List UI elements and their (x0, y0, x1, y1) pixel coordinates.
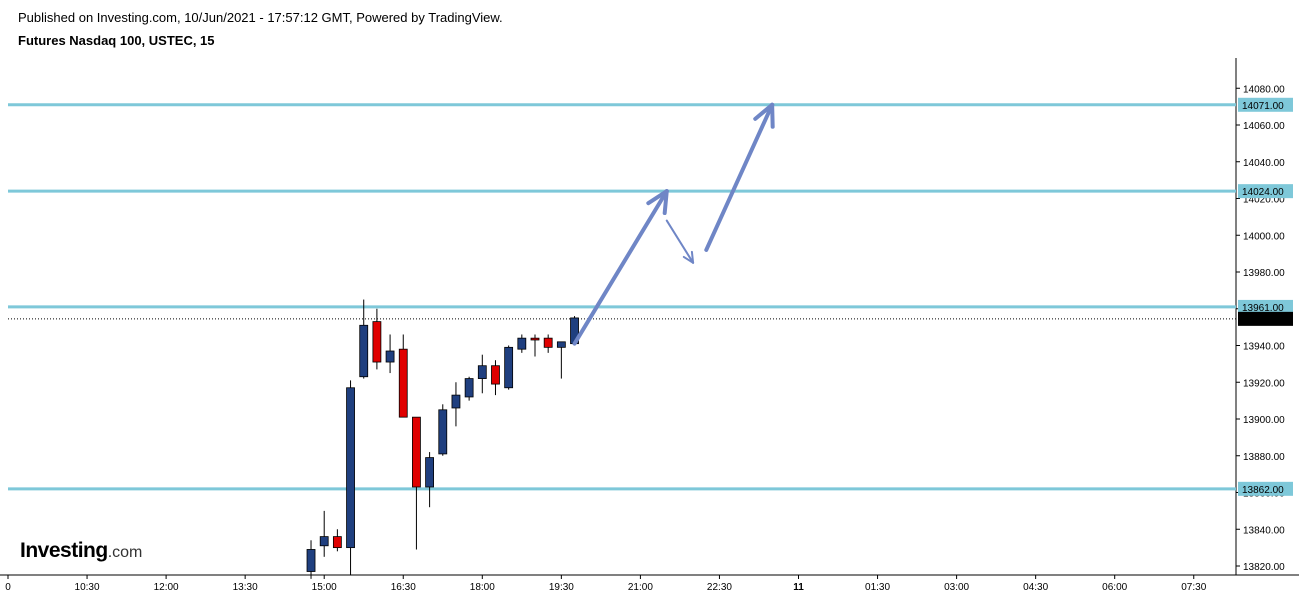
level-label: 13961.00 (1242, 303, 1284, 314)
x-tick-label: 15:00 (312, 582, 337, 593)
x-tick-label: 18:00 (470, 582, 495, 593)
candle-up (517, 337, 527, 350)
logo-word: Investing (20, 539, 108, 562)
x-tick-label: 0 (5, 582, 11, 593)
level-label-box (1238, 481, 1293, 496)
x-tick-label: 21:00 (628, 582, 653, 593)
y-tick-label: 14000.00 (1243, 231, 1285, 242)
x-tick-label: 19:30 (549, 582, 574, 593)
candle-up (451, 394, 461, 409)
candle-up (425, 457, 435, 488)
symbol-title: Futures Nasdaq 100, USTEC, 15 (18, 33, 215, 48)
level-label: 13862.00 (1242, 485, 1284, 496)
candle-down (491, 365, 500, 385)
y-tick-label: 13980.00 (1243, 268, 1285, 279)
candle-down (332, 536, 342, 549)
projection-arrowhead (646, 189, 669, 206)
candle-up (385, 350, 395, 363)
y-tick-label: 13840.00 (1243, 525, 1285, 536)
candle-up (477, 365, 487, 379)
candle-down (412, 416, 421, 488)
x-tick-label: 07:30 (1181, 582, 1206, 593)
y-tick-label: 13920.00 (1243, 378, 1285, 389)
level-label: 14024.00 (1242, 187, 1284, 198)
logo-suffix: .com (107, 544, 143, 561)
candle-down (398, 348, 408, 418)
y-tick-label: 13820.00 (1243, 562, 1285, 573)
candle-up (556, 341, 566, 348)
level-label: 14071.00 (1242, 101, 1284, 112)
candle-up (464, 378, 474, 398)
x-tick-label: 16:30 (391, 582, 416, 593)
level-label-box (1238, 299, 1293, 314)
projection-arrowhead (690, 250, 695, 264)
candle-down (543, 337, 553, 348)
candle-down (372, 321, 382, 363)
candle-up (319, 536, 329, 547)
y-tick-label: 14080.00 (1243, 84, 1285, 95)
x-tick-label: 12:00 (154, 582, 179, 593)
projection-arrowhead (662, 189, 669, 216)
x-tick-label: 11 (793, 582, 804, 593)
projection-arrow (665, 219, 695, 264)
y-tick-label: 13940.00 (1243, 342, 1285, 353)
x-tick-label: 13:30 (233, 582, 258, 593)
candle-up (438, 409, 448, 455)
y-tick-label: 13880.00 (1243, 452, 1285, 463)
x-tick-label: 01:30 (865, 582, 890, 593)
x-tick-label: 04:30 (1023, 582, 1048, 593)
x-tick-label: 03:00 (944, 582, 969, 593)
candle-up (306, 549, 316, 572)
projection-arrow (704, 102, 775, 252)
candle-down (530, 337, 540, 341)
x-tick-label: 06:00 (1102, 582, 1127, 593)
candle-up (504, 346, 514, 389)
last-price-label: 13954.50 (1242, 315, 1284, 326)
projection-arrowhead (753, 102, 775, 121)
candle-up (359, 324, 369, 378)
projection-arrow (572, 189, 669, 346)
candle-up (346, 387, 355, 549)
y-tick-label: 14060.00 (1243, 121, 1285, 132)
investing-logo: Investing.com (20, 539, 142, 563)
level-label-box (1238, 97, 1293, 112)
y-tick-label: 13900.00 (1243, 415, 1285, 426)
x-tick-label: 22:30 (707, 582, 732, 593)
y-tick-label: 14020.00 (1243, 195, 1285, 206)
projection-arrowhead (682, 255, 695, 264)
published-caption: Published on Investing.com, 10/Jun/2021 … (18, 10, 503, 25)
projection-arrowhead (770, 102, 775, 129)
y-tick-label: 14040.00 (1243, 158, 1285, 169)
x-tick-label: 10:30 (75, 582, 100, 593)
last-price-box (1238, 311, 1293, 326)
level-label-box (1238, 184, 1293, 199)
